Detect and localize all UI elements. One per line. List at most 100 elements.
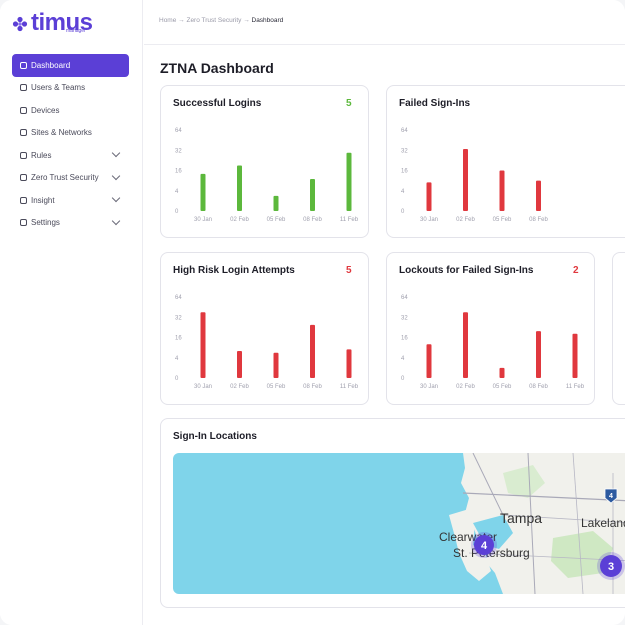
x-tick-label: 02 Feb (230, 217, 249, 223)
card-title: Failed Sign-Ins (399, 98, 471, 109)
chart-bar[interactable] (200, 312, 206, 378)
chart-bar[interactable] (499, 170, 505, 212)
x-tick-label: 30 Jan (194, 217, 212, 223)
card-lockouts-failed-sign-ins: Lockouts for Failed Sign-Ins 2 64 32 16 4 0 3… (386, 252, 595, 405)
chart-bar[interactable] (310, 324, 315, 378)
card-count: 5 (346, 265, 352, 276)
y-tick-label: 0 (401, 376, 405, 382)
sidebar-nav: Dashboard Users & Teams Devices Sites & Net… (12, 54, 129, 234)
x-tick-label: 05 Feb (267, 217, 286, 223)
y-tick-label: 64 (401, 128, 408, 134)
bar-chart: 64 32 16 4 0 30 Jan 02 Feb 05 Feb 08 Feb 11 Feb (175, 128, 359, 223)
card-high-risk-login-attempts: High Risk Login Attempts 5 64 32 16 4 0 30 Ja… (160, 252, 369, 405)
sidebar-item-zero-trust-security[interactable]: Zero Trust Security (12, 167, 129, 190)
chart-bar[interactable] (346, 349, 352, 378)
rules-icon (20, 151, 27, 159)
y-tick-label: 64 (401, 295, 408, 301)
y-tick-label: 32 (401, 315, 408, 321)
card-title: Successful Logins (173, 98, 262, 109)
x-tick-label: 30 Jan (194, 384, 212, 390)
chart-bar[interactable] (463, 312, 468, 378)
chart-bar[interactable] (572, 333, 578, 378)
chevron-down-icon[interactable] (111, 216, 121, 225)
y-tick-label: 4 (401, 189, 405, 195)
chart-bar[interactable] (310, 178, 315, 211)
chart-bar[interactable] (426, 344, 432, 378)
sidebar-item-label: Sites & Networks (31, 128, 92, 138)
cluster-marker[interactable]: 4 (471, 532, 497, 558)
card-title: Sign-In Locations (173, 431, 257, 442)
insight-icon (20, 196, 27, 204)
sign-in-map[interactable]: 4 Tampa Lakeland Clearwater St. Petersbu… (173, 453, 625, 594)
breadcrumb-section[interactable]: Zero Trust Security (186, 17, 242, 24)
x-tick-label: 30 Jan (420, 217, 438, 223)
sites-icon (20, 129, 27, 137)
sidebar-item-dashboard[interactable]: Dashboard (12, 54, 129, 77)
breadcrumb-separator: → (178, 17, 185, 24)
sidebar-item-label: Users & Teams (31, 83, 86, 93)
sidebar-item-label: Rules (31, 150, 52, 160)
breadcrumb-home[interactable]: Home (159, 17, 177, 24)
chevron-down-icon[interactable] (111, 193, 121, 203)
chevron-down-icon[interactable] (111, 171, 121, 180)
chart-bar[interactable] (273, 352, 279, 378)
y-tick-label: 32 (175, 315, 182, 321)
y-tick-label: 4 (175, 189, 179, 195)
chart-bar[interactable] (536, 331, 541, 378)
chart-bar[interactable] (237, 351, 242, 378)
y-tick-label: 32 (401, 148, 408, 154)
chart-bar[interactable] (273, 195, 279, 211)
sidebar-item-label: Dashboard (31, 60, 71, 70)
x-tick-label: 08 Feb (303, 217, 322, 223)
breadcrumb: Home → Zero Trust Security → Dashboard (159, 17, 283, 24)
x-tick-label: 02 Feb (230, 384, 249, 390)
y-tick-label: 64 (175, 128, 182, 134)
chart-bar[interactable] (200, 173, 206, 211)
logo-subtitle: manager (66, 28, 86, 34)
devices-icon (20, 106, 27, 114)
breadcrumb-separator: → (243, 17, 250, 24)
logo-text: timus (31, 9, 93, 36)
city-st-petersburg: St. Petersburg (453, 546, 530, 560)
logo[interactable]: timus (12, 10, 93, 36)
cluster-count: 3 (608, 561, 614, 573)
x-tick-label: 08 Feb (303, 384, 322, 390)
sidebar-item-rules[interactable]: Rules (12, 144, 129, 167)
sidebar: timus manager Dashboard Users & Teams Devi… (0, 0, 143, 625)
sidebar-item-sites-networks[interactable]: Sites & Networks (12, 122, 129, 145)
sidebar-item-users-teams[interactable]: Users & Teams (12, 77, 129, 100)
chart-bar[interactable] (499, 367, 505, 378)
chart-bar[interactable] (237, 165, 242, 211)
highway-number: 4 (609, 493, 613, 500)
x-tick-label: 11 Feb (340, 384, 359, 390)
logo-icon (12, 16, 28, 32)
top-bar: Home → Zero Trust Security → Dashboard (144, 0, 625, 45)
chart-bar[interactable] (346, 152, 352, 211)
x-tick-label: 02 Feb (456, 217, 475, 223)
chart-bar[interactable] (463, 148, 468, 211)
y-tick-label: 4 (175, 356, 179, 362)
page-title: ZTNA Dashboard (160, 60, 274, 76)
chevron-down-icon[interactable] (111, 148, 121, 158)
sidebar-item-devices[interactable]: Devices (12, 99, 129, 122)
chart-bar[interactable] (536, 180, 541, 211)
cluster-marker[interactable]: 3 (597, 552, 625, 580)
bar-chart: 64 32 16 4 0 30 Jan 02 Feb 05 Feb 08 Feb 11 Feb (401, 295, 585, 390)
y-tick-label: 16 (175, 169, 182, 175)
sidebar-item-settings[interactable]: Settings (12, 212, 129, 235)
card-successful-logins: Successful Logins 5 64 32 16 4 0 30 Jan 02 Feb… (160, 85, 369, 238)
gear-icon (20, 219, 27, 227)
card-title: Lockouts for Failed Sign-Ins (399, 265, 534, 276)
sidebar-item-label: Zero Trust Security (31, 173, 99, 183)
card-partial (612, 252, 625, 405)
sidebar-item-insight[interactable]: Insight (12, 189, 129, 212)
y-tick-label: 4 (401, 356, 405, 362)
y-tick-label: 16 (401, 169, 408, 175)
card-count: 2 (573, 265, 579, 276)
city-lakeland: Lakeland (581, 516, 625, 530)
x-tick-label: 05 Feb (267, 384, 286, 390)
bar-chart: 64 32 16 4 0 30 Jan 02 Feb 05 Feb 08 Feb 11 Feb (175, 295, 359, 390)
chart-bar[interactable] (426, 182, 432, 211)
breadcrumb-current: Dashboard (251, 17, 284, 24)
